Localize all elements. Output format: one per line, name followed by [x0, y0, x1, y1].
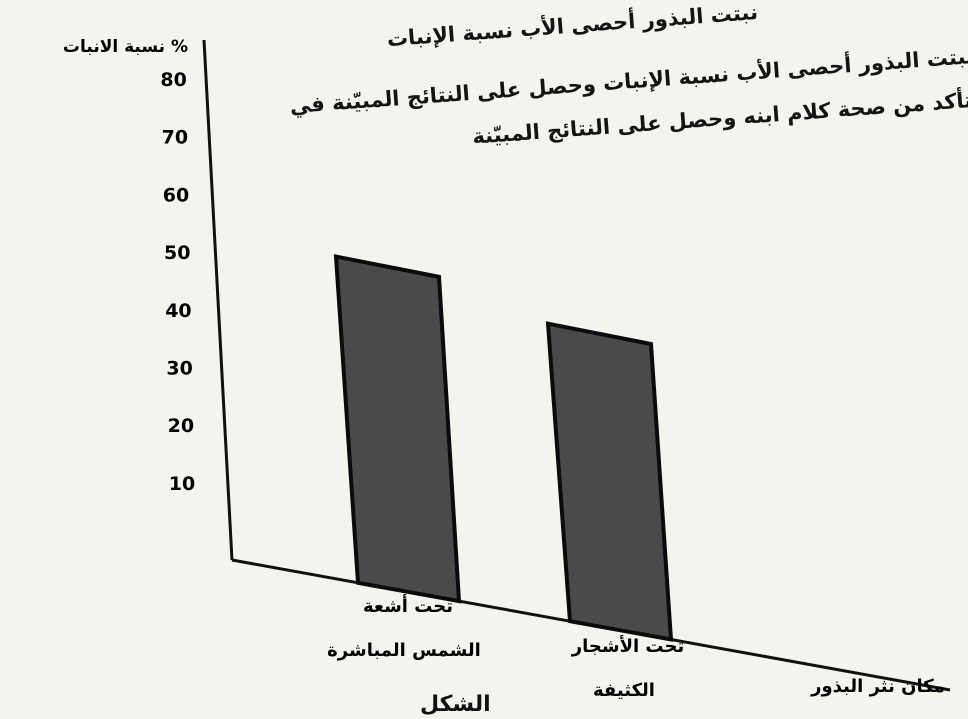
y-axis-label: نسبة الانبات % [63, 37, 188, 57]
bar-1 [333, 254, 462, 604]
y-tick-label: 70 [162, 127, 188, 149]
category-label: الكثيفة [593, 680, 655, 701]
y-tick-label: 50 [164, 242, 190, 264]
category-label: الشمس المباشرة [327, 640, 481, 661]
y-tick-label: 80 [160, 69, 186, 91]
y-tick-label: 10 [169, 473, 195, 495]
bar-2 [545, 321, 674, 642]
category-label: تحت الأشجار [571, 635, 684, 657]
y-tick-label: 20 [168, 415, 194, 437]
y-tick-label: 40 [165, 300, 191, 322]
figure-caption-fragment: الشكل [420, 692, 491, 717]
y-tick-label: 60 [163, 184, 189, 206]
y-tick-label: 30 [166, 358, 192, 380]
category-label: تحت أشعة [363, 594, 453, 617]
y-axis-line [202, 39, 234, 561]
x-axis-label: مكان نثر البذور [810, 676, 945, 697]
